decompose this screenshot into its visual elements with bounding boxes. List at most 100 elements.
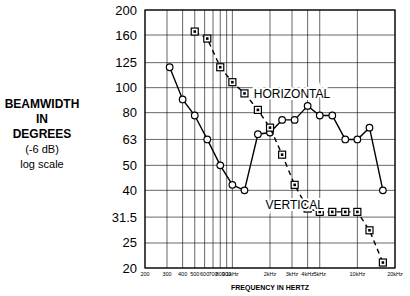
data-point xyxy=(342,136,349,143)
data-point xyxy=(354,208,361,215)
y-grid-line xyxy=(145,190,395,191)
data-point xyxy=(366,227,373,234)
data-point xyxy=(279,151,286,158)
x-grid-line xyxy=(226,10,227,268)
y-tick-label: 50 xyxy=(123,158,137,173)
x-tick-label: 2kHz xyxy=(264,271,277,277)
marker-dot xyxy=(243,92,246,95)
series-label-halo: HORIZONTAL xyxy=(254,87,331,101)
x-tick-label: 4kHz xyxy=(301,271,314,277)
y-grid-line xyxy=(145,268,395,269)
data-point xyxy=(279,117,286,124)
series-line xyxy=(170,67,383,190)
y-tick-label: 20 xyxy=(123,261,137,276)
y-grid-line xyxy=(145,242,395,243)
data-point xyxy=(291,181,298,188)
x-grid-line xyxy=(292,10,293,268)
marker-dot xyxy=(344,211,347,214)
x-grid-line xyxy=(307,10,308,268)
y-grid-line xyxy=(145,217,395,218)
x-grid-line xyxy=(194,10,195,268)
x-grid-line xyxy=(270,10,271,268)
marker-dot xyxy=(382,261,385,264)
x-grid-line xyxy=(319,10,320,268)
marker-dot xyxy=(281,153,284,156)
data-point xyxy=(329,208,336,215)
data-point xyxy=(204,136,211,143)
data-point xyxy=(229,182,236,189)
data-point xyxy=(179,96,186,103)
x-tick-label: 10kHz xyxy=(350,271,366,277)
y-grid-line xyxy=(145,165,395,166)
plot-frame xyxy=(145,10,395,268)
data-point xyxy=(304,103,311,110)
series-line xyxy=(195,32,383,263)
marker-dot xyxy=(356,211,359,214)
data-point xyxy=(329,112,336,119)
data-point xyxy=(380,187,387,194)
x-tick-label: 300 xyxy=(162,271,171,277)
x-grid-line xyxy=(395,10,396,268)
y-tick-label: 160 xyxy=(115,28,137,43)
y-tick-label: 100 xyxy=(115,80,137,95)
x-tick-label: 5kHz xyxy=(313,271,326,277)
marker-dot xyxy=(331,211,334,214)
x-tick-label: 400 xyxy=(178,271,187,277)
y-grid-line xyxy=(145,35,395,36)
marker-dot xyxy=(368,229,371,232)
data-point xyxy=(291,117,298,124)
series-label-halo: VERTICAL xyxy=(265,198,324,212)
data-point xyxy=(191,28,198,35)
series-label: VERTICAL xyxy=(265,198,324,212)
data-point xyxy=(316,112,323,119)
data-point xyxy=(354,136,361,143)
data-point xyxy=(342,208,349,215)
chart: 2003004005006007008009001kHz2kHz3kHz4kHz… xyxy=(0,0,410,296)
data-point xyxy=(366,124,373,131)
x-tick-label: 20kHz xyxy=(387,271,403,277)
x-tick-label: 3kHz xyxy=(286,271,299,277)
data-point xyxy=(191,112,198,119)
y-grid-line xyxy=(145,10,395,11)
y-grid-line xyxy=(145,62,395,63)
series-label: HORIZONTAL xyxy=(254,87,331,101)
data-point xyxy=(217,162,224,169)
x-grid-line xyxy=(220,10,221,268)
y-tick-label: 25 xyxy=(123,235,137,250)
data-group xyxy=(166,28,386,266)
y-tick-label: 40 xyxy=(123,183,137,198)
data-point xyxy=(241,187,248,194)
data-point xyxy=(267,124,274,131)
y-tick-label: 125 xyxy=(115,55,137,70)
x-grid-line xyxy=(167,10,168,268)
data-point xyxy=(379,259,386,266)
marker-dot xyxy=(293,184,296,187)
marker-dot xyxy=(193,30,196,33)
data-point xyxy=(204,35,211,42)
y-axis-label: IN xyxy=(36,112,48,126)
y-tick-label: 63 xyxy=(123,132,137,147)
y-axis-label: DEGREES xyxy=(13,127,72,141)
x-grid-line xyxy=(213,10,214,268)
y-axis-label: (-6 dB) xyxy=(25,143,59,155)
x-tick-label: 200 xyxy=(140,271,149,277)
marker-dot xyxy=(269,126,272,129)
data-point xyxy=(166,64,173,71)
y-axis-label: BEAMWIDTH xyxy=(5,97,80,111)
marker-dot xyxy=(206,37,209,40)
x-tick-label: 1kHz xyxy=(226,271,239,277)
data-point xyxy=(241,90,248,97)
data-point xyxy=(217,64,224,71)
x-tick-label: 500 xyxy=(190,271,199,277)
y-tick-label: 80 xyxy=(123,105,137,120)
x-axis-label: FREQUENCY IN HERTZ xyxy=(231,284,310,292)
x-grid-line xyxy=(145,10,146,268)
y-tick-label: 200 xyxy=(115,3,137,18)
x-grid-line xyxy=(182,10,183,268)
y-tick-label: 31.5 xyxy=(112,210,137,225)
y-grid-line xyxy=(145,112,395,113)
x-grid-line xyxy=(232,10,233,268)
y-axis-label: log scale xyxy=(20,158,63,170)
marker-dot xyxy=(219,66,222,69)
data-point xyxy=(254,106,261,113)
